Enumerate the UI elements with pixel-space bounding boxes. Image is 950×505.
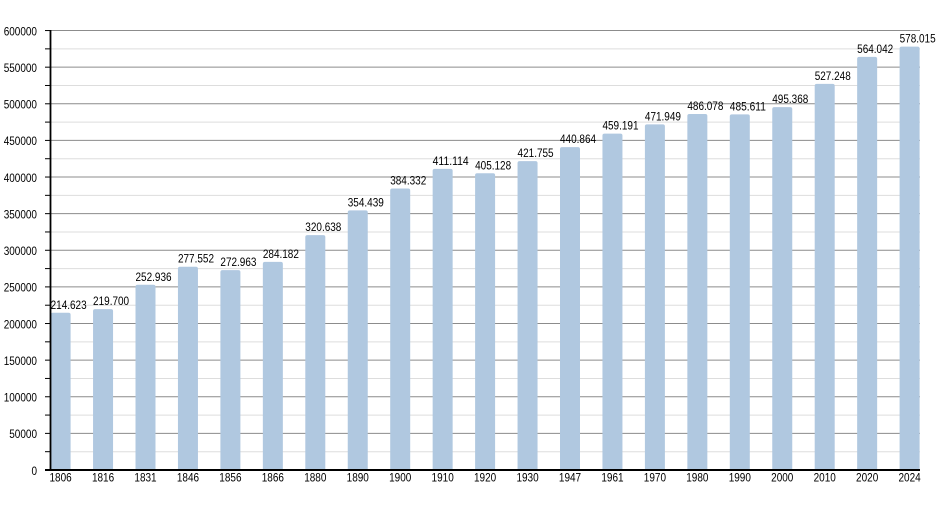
- svg-text:2020: 2020: [856, 471, 878, 485]
- svg-text:600000: 600000: [4, 24, 38, 38]
- svg-text:1866: 1866: [262, 471, 284, 485]
- svg-text:350000: 350000: [4, 207, 38, 221]
- svg-text:1930: 1930: [516, 471, 538, 485]
- svg-text:1947: 1947: [559, 471, 581, 485]
- svg-text:459.191: 459.191: [602, 119, 638, 133]
- svg-text:219.700: 219.700: [93, 294, 129, 308]
- svg-text:1970: 1970: [644, 471, 666, 485]
- svg-text:384.332: 384.332: [390, 174, 426, 188]
- svg-text:550000: 550000: [4, 61, 38, 75]
- svg-text:1806: 1806: [50, 471, 72, 485]
- svg-text:1856: 1856: [219, 471, 241, 485]
- svg-text:320.638: 320.638: [305, 220, 341, 234]
- svg-text:1990: 1990: [729, 471, 751, 485]
- svg-text:527.248: 527.248: [815, 69, 851, 83]
- svg-text:485.611: 485.611: [730, 99, 766, 113]
- svg-text:214.623: 214.623: [51, 298, 87, 312]
- svg-text:100000: 100000: [4, 391, 38, 405]
- svg-text:405.128: 405.128: [475, 158, 511, 172]
- svg-text:421.755: 421.755: [518, 146, 554, 160]
- svg-text:300000: 300000: [4, 244, 38, 258]
- svg-text:277.552: 277.552: [178, 252, 214, 266]
- svg-text:1846: 1846: [177, 471, 199, 485]
- svg-text:471.949: 471.949: [645, 109, 681, 123]
- svg-text:450000: 450000: [4, 134, 38, 148]
- svg-text:411.114: 411.114: [433, 154, 469, 168]
- svg-text:2000: 2000: [771, 471, 793, 485]
- svg-text:400000: 400000: [4, 171, 38, 185]
- svg-text:1890: 1890: [347, 471, 369, 485]
- svg-text:250000: 250000: [4, 281, 38, 295]
- svg-text:578.015: 578.015: [900, 32, 936, 46]
- svg-text:150000: 150000: [4, 354, 38, 368]
- svg-text:200000: 200000: [4, 317, 38, 331]
- svg-text:0: 0: [31, 464, 37, 478]
- svg-text:2024: 2024: [899, 471, 921, 485]
- svg-text:440.864: 440.864: [560, 132, 596, 146]
- svg-text:252.936: 252.936: [136, 270, 172, 284]
- svg-text:1816: 1816: [92, 471, 114, 485]
- svg-text:1880: 1880: [304, 471, 326, 485]
- svg-text:1920: 1920: [474, 471, 496, 485]
- svg-text:1980: 1980: [686, 471, 708, 485]
- svg-text:1910: 1910: [432, 471, 454, 485]
- svg-text:1900: 1900: [389, 471, 411, 485]
- svg-text:1961: 1961: [601, 471, 623, 485]
- svg-text:354.439: 354.439: [348, 195, 384, 209]
- svg-text:50000: 50000: [9, 427, 37, 441]
- svg-text:486.078: 486.078: [687, 99, 723, 113]
- svg-text:495.368: 495.368: [772, 92, 808, 106]
- svg-text:2010: 2010: [814, 471, 836, 485]
- svg-text:284.182: 284.182: [263, 247, 299, 261]
- svg-text:1831: 1831: [134, 471, 156, 485]
- svg-text:564.042: 564.042: [857, 42, 893, 56]
- svg-text:500000: 500000: [4, 98, 38, 112]
- svg-text:272.963: 272.963: [220, 255, 256, 269]
